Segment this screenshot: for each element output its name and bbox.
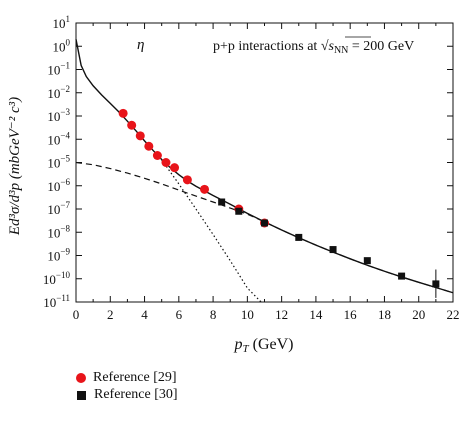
x-tick-label: 16	[344, 307, 358, 322]
data-point-circle	[182, 175, 192, 185]
dashed-curve	[75, 161, 454, 294]
x-axis-label-main: p	[234, 336, 243, 353]
x-tick-label: 14	[309, 307, 323, 322]
data-point-square	[363, 257, 371, 265]
data-point-circle	[200, 184, 210, 194]
solid-curve	[75, 39, 454, 294]
y-tick-label: 10−8	[47, 223, 70, 240]
particle-label: η	[137, 37, 144, 53]
plot-frame	[75, 22, 454, 303]
y-tick-label: 10−4	[47, 130, 70, 147]
y-tick-label: 10−9	[47, 247, 70, 264]
x-axis-label-sub: T	[243, 343, 250, 355]
y-tick-label: 100	[53, 37, 71, 54]
y-tick-label: 10−7	[47, 200, 70, 217]
data-point-circle	[170, 163, 180, 173]
square-marker-icon	[77, 390, 86, 400]
x-tick-label: 20	[412, 307, 425, 322]
annotation: p+p interactions at √sNN = 200 GeV	[213, 39, 414, 56]
data-point-circle	[161, 158, 171, 167]
y-tick-label: 10−6	[47, 177, 70, 194]
x-axis-label-unit: (GeV)	[249, 336, 294, 353]
x-tick-label: 12	[275, 307, 288, 322]
legend-item-reference-30: Reference [30]	[76, 386, 178, 404]
data-point-square	[295, 233, 303, 241]
y-tick-label: 10−2	[47, 84, 70, 101]
annotation-s: s	[329, 39, 335, 54]
data-point-square	[235, 207, 243, 215]
curves-layer	[75, 39, 454, 303]
data-point-circle	[152, 151, 162, 161]
data-point-circle	[118, 108, 128, 118]
x-tick-label: 8	[210, 307, 217, 322]
data-point-circle	[127, 120, 137, 130]
y-tick-label: 10−10	[43, 270, 71, 287]
annotation-sqrt: √	[321, 39, 329, 54]
annotation-sub: NN	[334, 45, 348, 56]
data-point-square	[218, 198, 226, 206]
y-axis-label: Ed³σ/d³p (mbGeV⁻² c³)	[7, 97, 23, 236]
x-tick-label: 2	[107, 307, 114, 322]
ticks-layer: 0 2 4 6 8 10 12 14 16 18 20 22 101 100 10−1 10−2 10−3 10−…	[43, 14, 460, 322]
x-tick-label: 6	[176, 307, 183, 322]
legend-label: Reference [30]	[94, 387, 178, 402]
x-tick-label: 22	[447, 307, 460, 322]
data-point-square	[329, 246, 337, 254]
y-tick-label: 101	[53, 14, 71, 31]
data-point-square	[432, 280, 440, 288]
y-tick-label: 10−3	[47, 107, 70, 124]
circle-marker-icon	[76, 373, 86, 383]
x-tick-label: 0	[73, 307, 80, 322]
y-tick-label: 10−1	[47, 61, 70, 78]
x-tick-label: 4	[141, 307, 148, 322]
data-point-square	[398, 272, 406, 280]
annotation-text: p+p interactions at	[213, 39, 321, 54]
data-point-square	[261, 219, 268, 227]
legend-label: Reference [29]	[93, 370, 177, 385]
x-tick-label: 18	[378, 307, 391, 322]
y-tick-label: 10−11	[43, 293, 70, 310]
points-layer	[118, 108, 440, 298]
legend-item-reference-29: Reference [29]	[76, 369, 177, 387]
data-point-circle	[135, 131, 145, 141]
x-axis-label: pT (GeV)	[234, 336, 294, 355]
data-point-circle	[144, 141, 154, 151]
dotted-curve	[161, 159, 262, 303]
x-tick-label: 10	[241, 307, 254, 322]
annotation-value: = 200 GeV	[348, 39, 414, 54]
y-tick-label: 10−5	[47, 154, 70, 171]
